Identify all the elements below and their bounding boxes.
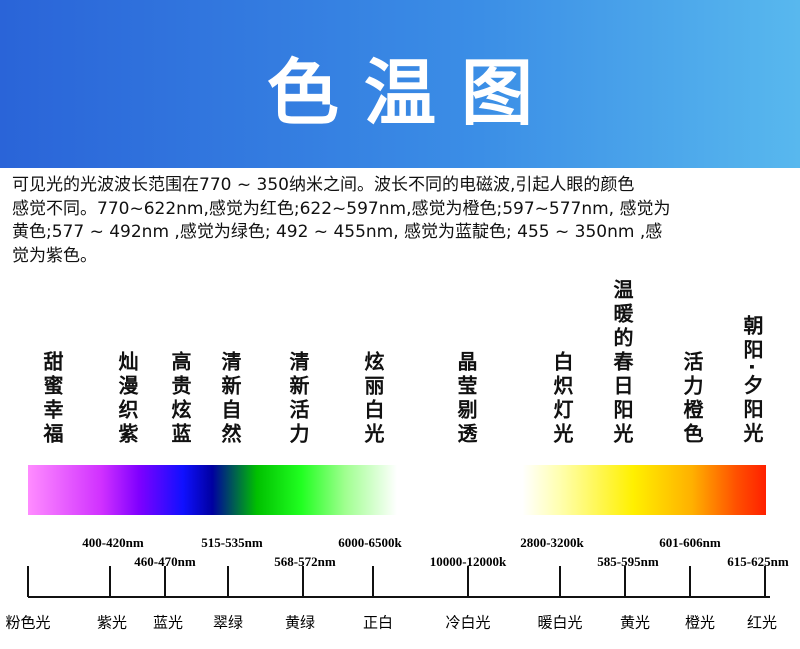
header: 色 温 图 — [0, 0, 800, 168]
mood-label: 温暖的春日阳光 — [610, 279, 634, 447]
color-label: 冷白光 — [445, 614, 490, 632]
range-label: 400-420nm — [82, 535, 144, 550]
mood-label: 白炽灯光 — [550, 351, 574, 447]
color-label: 紫光 — [97, 614, 127, 632]
mood-label: 晶莹剔透 — [454, 351, 478, 447]
intro-line: 可见光的光波波长范围在770 ~ 350纳米之间。波长不同的电磁波,引起人眼的颜… — [12, 175, 635, 195]
range-label: 10000-12000k — [430, 554, 507, 569]
range-label: 6000-6500k — [338, 535, 402, 550]
title: 色 温 图 — [266, 51, 534, 135]
range-label: 585-595nm — [597, 554, 659, 569]
color-label: 橙光 — [685, 614, 715, 632]
color-label: 暖白光 — [537, 614, 582, 632]
color-label: 黄绿 — [285, 614, 315, 632]
range-label: 568-572nm — [274, 554, 336, 569]
intro-line: 黄色;577 ~ 492nm ,感觉为绿色; 492 ~ 455nm, 感觉为蓝… — [12, 222, 663, 242]
range-label: 2800-3200k — [520, 535, 584, 550]
mood-label: 朝阳·夕阳光 — [740, 315, 764, 447]
color-label: 粉色光 — [5, 614, 50, 632]
mood-label: 甜蜜幸福 — [40, 351, 64, 447]
range-label: 615-625nm — [727, 554, 789, 569]
intro-line: 感觉不同。770~622nm,感觉为红色;622~597nm,感觉为橙色;597… — [12, 198, 671, 219]
mood-label: 清新自然 — [218, 351, 242, 447]
range-label: 460-470nm — [134, 554, 196, 569]
range-label: 515-535nm — [201, 535, 263, 550]
mood-label: 高贵炫蓝 — [168, 351, 192, 447]
intro: 可见光的光波波长范围在770 ~ 350纳米之间。波长不同的电磁波,引起人眼的颜… — [12, 174, 792, 268]
color-label: 翠绿 — [213, 614, 243, 632]
spectrum-bar — [28, 465, 766, 515]
color-label: 正白 — [363, 614, 393, 632]
color-label: 蓝光 — [153, 614, 183, 632]
color-label: 黄光 — [620, 614, 650, 632]
color-label: 红光 — [747, 614, 777, 632]
mood-label: 清新活力 — [286, 351, 310, 447]
intro-line: 觉为紫色。 — [12, 245, 97, 266]
mood-label: 活力橙色 — [680, 351, 704, 447]
mood-label: 炫丽白光 — [361, 351, 385, 447]
mood-label: 灿漫织紫 — [115, 351, 139, 447]
range-label: 601-606nm — [659, 535, 721, 550]
